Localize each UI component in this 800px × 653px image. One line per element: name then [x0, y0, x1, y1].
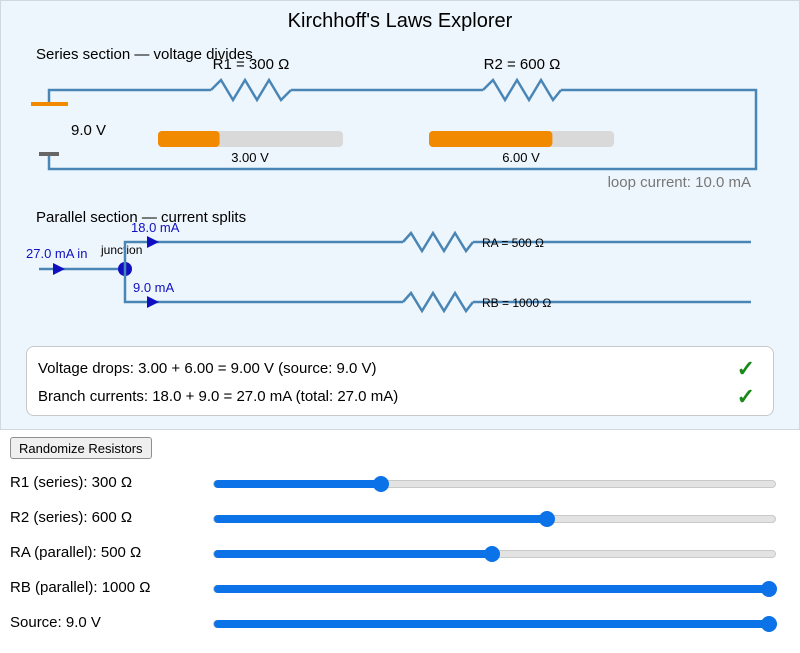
kirchhoff-check-panel: Voltage drops: 3.00 + 6.00 = 9.00 V (sou…: [26, 346, 774, 416]
series-heading: Series section — voltage divides: [36, 46, 253, 63]
rb-slider[interactable]: [213, 581, 777, 597]
randomize-resistors-button[interactable]: Randomize Resistors: [10, 437, 152, 459]
ra-slider-thumb[interactable]: [483, 546, 500, 562]
junction-label: junction: [100, 243, 142, 257]
branch-a-wire: [123, 240, 751, 269]
r2-drop-value: 6.00 V: [502, 150, 540, 165]
controls-panel: Randomize Resistors R1 (series): 300 Ω R2…: [0, 429, 800, 653]
r2-slider-label: R2 (series): 600 Ω: [10, 509, 133, 526]
input-current-label: 27.0 mA in: [26, 246, 87, 261]
current-check-text: Branch currents: 18.0 + 9.0 = 27.0 mA (t…: [38, 388, 399, 405]
r1-drop-bar-fill: [158, 131, 220, 147]
ra-resistor: [402, 230, 474, 254]
voltage-check-text: Voltage drops: 3.00 + 6.00 = 9.00 V (sou…: [38, 360, 377, 377]
parallel-heading: Parallel section — current splits: [36, 209, 246, 226]
r1-slider-thumb[interactable]: [372, 476, 389, 492]
branch-a-current-label: 18.0 mA: [131, 220, 180, 235]
source-slider[interactable]: [213, 616, 777, 632]
r2-slider-fill: [214, 515, 547, 523]
rb-slider-label: RB (parallel): 1000 Ω: [10, 579, 151, 596]
branch-a-current-arrow: [147, 236, 159, 248]
input-current-arrow: [53, 263, 65, 275]
r1-slider[interactable]: [213, 476, 776, 492]
rb-slider-thumb[interactable]: [761, 581, 777, 597]
ra-slider-fill: [214, 550, 492, 558]
ra-slider-label: RA (parallel): 500 Ω: [10, 544, 142, 561]
rb-label: RB = 1000 Ω: [482, 296, 551, 310]
r2-label: R2 = 600 Ω: [484, 56, 561, 73]
r2-slider-thumb[interactable]: [539, 511, 555, 527]
r2-slider[interactable]: [213, 511, 776, 527]
branch-b-wire: [123, 269, 751, 304]
r2-resistor: [482, 77, 562, 103]
circuit-diagram: Kirchhoff's Laws Explorer Series section…: [26, 10, 758, 314]
rb-slider-fill: [214, 585, 769, 593]
r1-resistor: [210, 77, 292, 103]
r1-drop-value: 3.00 V: [231, 150, 269, 165]
source-slider-label: Source: 9.0 V: [10, 614, 101, 631]
source-slider-thumb[interactable]: [761, 616, 777, 632]
ra-slider[interactable]: [213, 546, 776, 562]
source-voltage-label: 9.0 V: [71, 122, 106, 139]
r1-label: R1 = 300 Ω: [213, 56, 290, 73]
ra-label: RA = 500 Ω: [482, 236, 544, 250]
series-loop-wire: [47, 88, 758, 171]
r1-slider-label: R1 (series): 300 Ω: [10, 474, 133, 491]
loop-current-label: loop current: 10.0 mA: [608, 174, 751, 191]
branch-b-current-label: 9.0 mA: [133, 280, 175, 295]
r1-slider-fill: [214, 480, 381, 488]
rb-resistor: [402, 290, 474, 314]
current-check-icon: ✓: [736, 384, 755, 409]
circuit-panel: Kirchhoff's Laws Explorer Series section…: [0, 0, 800, 429]
source-slider-fill: [214, 620, 769, 628]
voltage-check-icon: ✓: [736, 356, 755, 381]
page-title: Kirchhoff's Laws Explorer: [288, 10, 513, 32]
branch-b-current-arrow: [147, 296, 159, 308]
r2-drop-bar-fill: [429, 131, 553, 147]
